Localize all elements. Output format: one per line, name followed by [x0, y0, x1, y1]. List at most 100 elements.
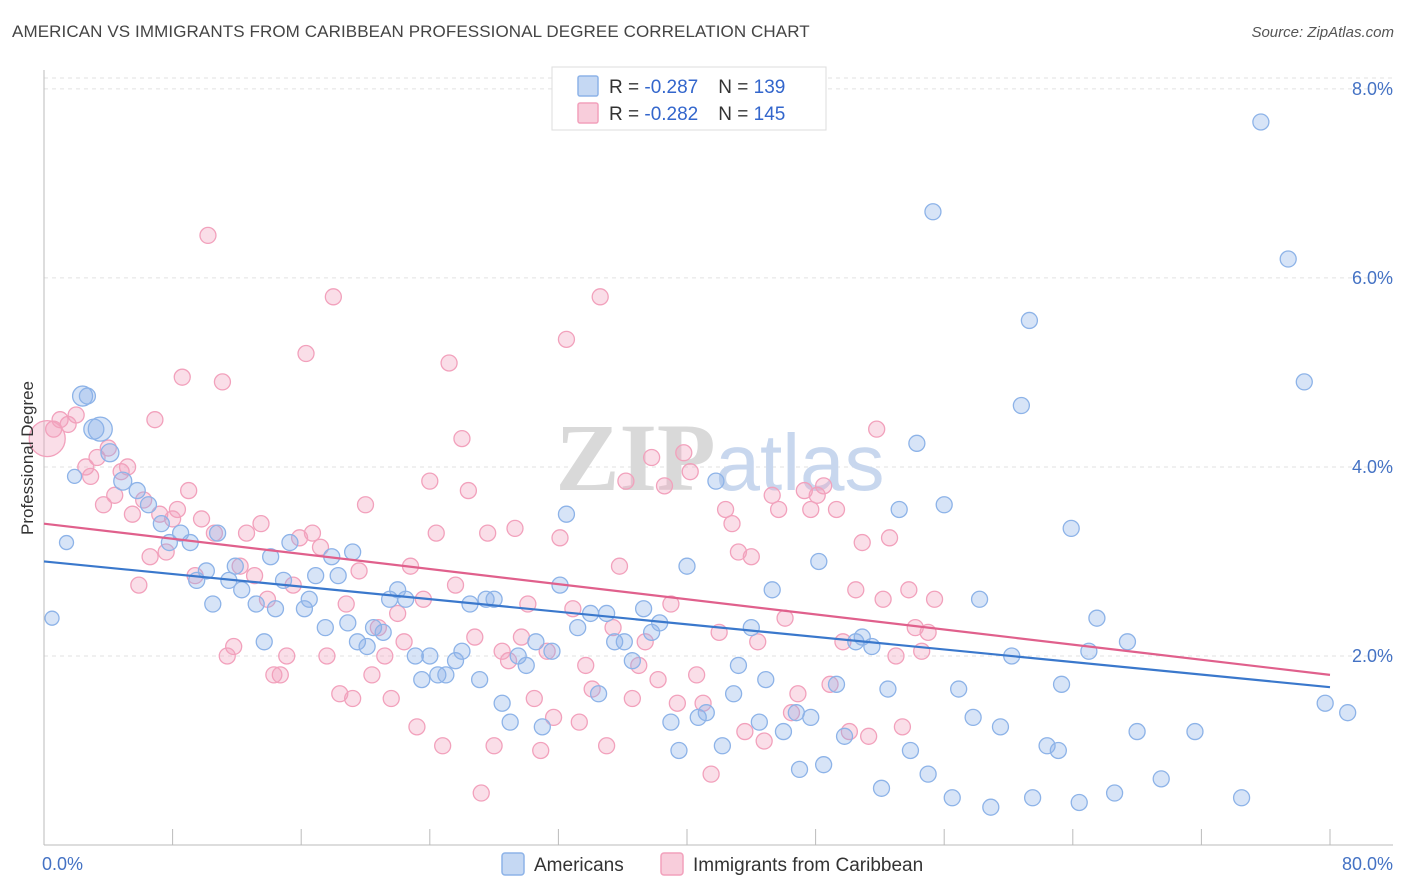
americans-point [374, 623, 392, 641]
americans-point [281, 533, 299, 552]
caribbean-point [506, 519, 524, 538]
americans-point [100, 443, 120, 463]
caribbean-point [408, 718, 426, 736]
americans-point [597, 604, 616, 623]
americans-point [742, 618, 760, 637]
americans-point [729, 656, 748, 675]
caribbean-point [577, 656, 595, 675]
caribbean-point [395, 633, 413, 651]
caribbean-point [485, 737, 503, 755]
americans-point [87, 416, 113, 442]
americans-point [406, 647, 424, 665]
americans-point [689, 708, 707, 727]
x-tick-label: 80.0% [1342, 854, 1393, 874]
caribbean-point [668, 694, 687, 712]
americans-point [1052, 675, 1071, 693]
americans-point [453, 642, 471, 660]
caribbean-point [271, 666, 289, 684]
watermark: ZIPatlas [555, 404, 884, 511]
americans-point [295, 600, 314, 618]
americans-point [835, 727, 854, 745]
caribbean-point [623, 689, 641, 708]
americans-point [446, 652, 465, 670]
americans-point [255, 633, 273, 651]
americans-point [493, 694, 511, 712]
americans-point [348, 633, 367, 651]
caribbean-point [840, 722, 859, 741]
caribbean-point [570, 713, 588, 731]
stats-swatch-caribbean [577, 102, 599, 124]
stats-row-americans: R = -0.287 N = 139 [609, 77, 785, 98]
axes [43, 70, 1393, 846]
bottom-legend: Americans Immigrants from Caribbean [501, 852, 923, 876]
caribbean-point [180, 481, 198, 500]
caribbean-point [874, 590, 892, 608]
caribbean-point [141, 548, 159, 566]
americans-point [1279, 250, 1297, 268]
americans-point [329, 566, 347, 585]
americans-point [935, 496, 953, 514]
caribbean-point [729, 543, 748, 561]
americans-point [485, 590, 503, 608]
americans-point [58, 534, 75, 551]
caribbean-point [821, 675, 839, 693]
americans-point [66, 468, 83, 485]
caribbean-point [157, 543, 175, 561]
caribbean-point [769, 500, 788, 519]
caribbean-point [642, 448, 661, 467]
caribbean-point [755, 732, 773, 750]
caribbean-point [736, 722, 754, 741]
caribbean-point [318, 647, 336, 665]
americans-point [1128, 722, 1146, 741]
caribbean-point [655, 477, 674, 495]
caribbean-point [776, 609, 794, 627]
y-tick-labels: 2.0% 4.0% 6.0% 8.0% [1352, 79, 1393, 666]
americans-point [790, 760, 809, 779]
caribbean-point [237, 524, 256, 542]
caribbean-point [123, 505, 142, 523]
americans-point [901, 741, 920, 760]
americans-point [569, 618, 587, 637]
stats-swatch-americans [577, 75, 599, 97]
y-tick-label: 4.0% [1352, 457, 1393, 477]
americans-point [814, 756, 833, 774]
caribbean-point [130, 576, 148, 594]
caribbean-point [81, 467, 100, 486]
caribbean-point [687, 666, 706, 684]
caribbean-point [77, 458, 95, 476]
caribbean-point [808, 486, 826, 504]
americans-point [397, 590, 415, 608]
americans-point [226, 557, 244, 575]
americans-point [943, 789, 961, 807]
americans-point [697, 704, 715, 722]
caribbean-point [466, 628, 484, 646]
caribbean-point [231, 557, 249, 575]
americans-point [757, 670, 775, 689]
americans-point [1070, 793, 1088, 812]
americans-point [982, 798, 1000, 816]
americans-point [924, 203, 942, 221]
americans-point [139, 496, 158, 514]
americans-point [316, 618, 334, 637]
caribbean-point [604, 618, 622, 637]
y-tick-label: 2.0% [1352, 646, 1393, 666]
caribbean-point [814, 477, 833, 495]
caribbean-point [376, 647, 394, 665]
caribbean-point [493, 642, 511, 660]
caribbean-point [789, 685, 807, 703]
caribbean-point [617, 472, 635, 490]
americans-point [1339, 704, 1357, 722]
caribbean-point [337, 595, 355, 613]
americans-point [1088, 609, 1106, 627]
americans-point [71, 385, 94, 407]
caribbean-point [265, 666, 283, 684]
americans-point [950, 680, 968, 698]
americans-point [358, 637, 376, 656]
caribbean-point [440, 354, 458, 372]
caribbean-point [834, 633, 852, 651]
caribbean-point [591, 288, 609, 306]
americans-point [1020, 311, 1039, 330]
caribbean-point [675, 444, 693, 462]
americans-point [750, 713, 768, 731]
